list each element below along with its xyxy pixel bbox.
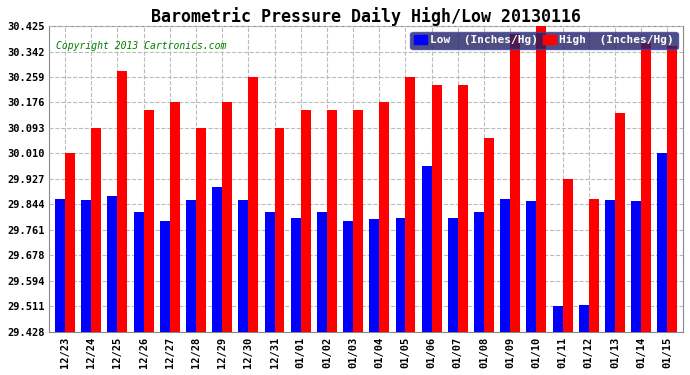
- Bar: [484, 138, 494, 332]
- Bar: [500, 199, 510, 332]
- Bar: [91, 128, 101, 332]
- Bar: [213, 187, 222, 332]
- Bar: [422, 166, 432, 332]
- Bar: [380, 102, 389, 332]
- Bar: [510, 34, 520, 332]
- Bar: [536, 26, 546, 332]
- Bar: [458, 85, 468, 332]
- Bar: [562, 179, 573, 332]
- Bar: [553, 306, 562, 332]
- Text: Copyright 2013 Cartronics.com: Copyright 2013 Cartronics.com: [56, 41, 226, 51]
- Bar: [317, 212, 327, 332]
- Bar: [248, 77, 258, 332]
- Bar: [290, 218, 301, 332]
- Bar: [526, 201, 536, 332]
- Bar: [55, 199, 65, 332]
- Bar: [667, 46, 678, 332]
- Legend: Low  (Inches/Hg), High  (Inches/Hg): Low (Inches/Hg), High (Inches/Hg): [411, 32, 678, 49]
- Bar: [301, 111, 310, 332]
- Bar: [641, 43, 651, 332]
- Title: Barometric Pressure Daily High/Low 20130116: Barometric Pressure Daily High/Low 20130…: [151, 7, 581, 26]
- Bar: [81, 200, 91, 332]
- Bar: [160, 221, 170, 332]
- Bar: [474, 212, 484, 332]
- Bar: [134, 212, 144, 332]
- Bar: [144, 111, 154, 332]
- Bar: [327, 111, 337, 332]
- Bar: [369, 219, 380, 332]
- Bar: [605, 200, 615, 332]
- Bar: [353, 111, 363, 332]
- Bar: [238, 200, 248, 332]
- Bar: [186, 200, 196, 332]
- Bar: [615, 113, 625, 332]
- Bar: [343, 221, 353, 332]
- Bar: [589, 200, 599, 332]
- Bar: [432, 85, 442, 332]
- Bar: [222, 102, 232, 332]
- Bar: [108, 196, 117, 332]
- Bar: [117, 70, 128, 332]
- Bar: [196, 128, 206, 332]
- Bar: [579, 305, 589, 332]
- Bar: [264, 212, 275, 332]
- Bar: [65, 153, 75, 332]
- Bar: [275, 128, 284, 332]
- Bar: [170, 102, 179, 332]
- Bar: [631, 201, 641, 332]
- Bar: [406, 77, 415, 332]
- Bar: [395, 218, 406, 332]
- Bar: [448, 218, 458, 332]
- Bar: [658, 153, 667, 332]
